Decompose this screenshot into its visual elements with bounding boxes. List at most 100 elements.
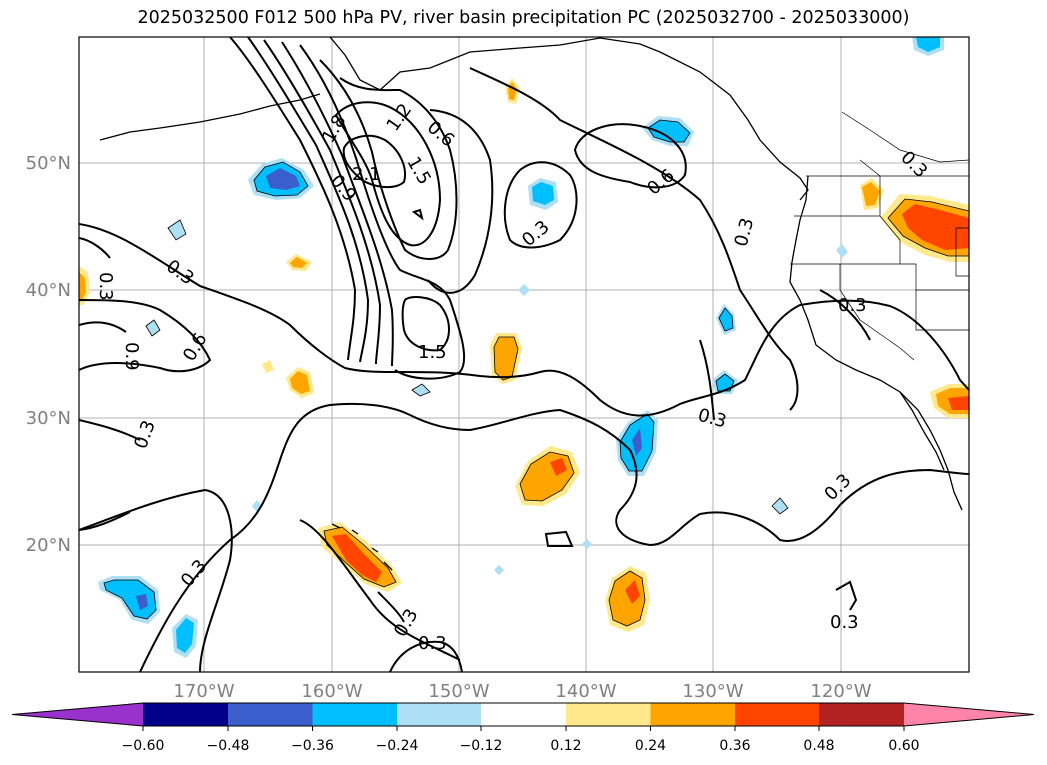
contour-pv-1 (229, 37, 357, 361)
contour-label: 0.3 (95, 272, 116, 301)
contour-0.3-hawaii-r (377, 591, 405, 623)
contour-label: 0.9 (121, 342, 142, 371)
contour-0.3-bottom (389, 640, 463, 672)
contour-pv-10 (427, 109, 494, 294)
lon-label-160w: 160°W (301, 681, 362, 702)
lat-label-50n: 50°N (26, 153, 71, 174)
coast-baja (899, 391, 945, 471)
contour-pv-4 (281, 41, 394, 367)
precip-patch-37n174w (146, 320, 160, 336)
precip-patch-48n163w-strong (266, 168, 300, 190)
contour-0.3-south2 (139, 402, 969, 672)
contour-0.3-w2 (79, 237, 111, 259)
positive-precip-shading (79, 78, 969, 632)
contour-0.3-box (544, 530, 574, 547)
plot-area (79, 37, 969, 672)
contour-label: 1.5 (418, 342, 447, 363)
colorbar-extend-high (904, 703, 1034, 726)
precip-patch-west-edge-mid (79, 272, 86, 301)
colorbar-tick-label: 0.36 (719, 738, 750, 754)
precip-patch-53n135w-mid (648, 120, 690, 142)
lon-label-170w: 170°W (173, 681, 234, 702)
precip-patch-arizona-strong (948, 396, 969, 410)
lat-label-40n: 40°N (26, 280, 71, 301)
colorbar-segment (650, 703, 735, 726)
pv-contours (79, 37, 969, 672)
contour-pv-9 (401, 296, 450, 352)
contour-0.3-hawaii (299, 519, 461, 661)
contour-pv-8 (342, 134, 406, 188)
lat-label-20n: 20°N (26, 535, 71, 556)
contour-0.3-main (79, 223, 969, 417)
precip-patch-16n137w-strong (625, 580, 640, 604)
precip-patch-18n147w (494, 565, 504, 575)
map-title: 2025032500 F012 500 hPa PV, river basin … (137, 8, 910, 28)
contour-0.3-pac1 (503, 161, 578, 249)
colorbar-segment (397, 703, 481, 726)
precip-patch-34n166w (262, 360, 274, 373)
colorbar-segment (228, 703, 313, 726)
contour-pv-2 (247, 37, 370, 363)
latitude-labels: 50°N 40°N 30°N 20°N (26, 153, 71, 556)
precip-patch-17n174w-strong (136, 594, 148, 610)
colorbar-tick-label: 0.12 (550, 738, 581, 754)
precip-patch-12n172w-mid (176, 618, 194, 653)
precip-patch-39n146w (518, 284, 530, 296)
colorbar-tick-label: 0.60 (888, 738, 919, 754)
contour-0.6-west (79, 299, 212, 373)
negative-precip-shading (98, 37, 944, 658)
contour-0.6-ne (573, 123, 687, 189)
precip-patch-34n147w-mid (494, 337, 518, 380)
contour-pv-7 (334, 101, 442, 247)
plot-frame (78, 36, 970, 673)
colorbar-segment (819, 703, 904, 726)
contour-0.3-sm (835, 580, 858, 611)
longitude-labels: 170°W 160°W 150°W 140°W 130°W 120°W (173, 681, 871, 702)
colorbar-tick-label: −0.36 (291, 738, 334, 754)
precip-patch-17n174w-mid (104, 580, 156, 619)
colorbar-segment (481, 703, 566, 726)
coastlines (99, 37, 963, 571)
contour-pv-small (411, 208, 424, 221)
colorbar: −0.60 −0.48 −0.36 −0.24 −0.12 0.12 0.24 … (11, 702, 1035, 754)
precip-patch-25n145w-strong (550, 458, 567, 476)
colorbar-tick-label: 0.24 (635, 738, 666, 754)
precip-patch-47n145w-mid (532, 182, 554, 205)
colorbar-segment (312, 703, 397, 726)
coast-westcoast (789, 175, 963, 511)
contour-label: 0.3 (830, 612, 859, 633)
contour-0.3-pac2 (699, 339, 715, 421)
precip-patch-hawaii-strong (332, 534, 382, 582)
contour-label: 0.3 (838, 295, 867, 316)
lat-label-30n: 30°N (26, 408, 71, 429)
coast-alaska (329, 37, 809, 201)
colorbar-extend-low (12, 703, 143, 726)
contour-0.3-south (79, 488, 233, 672)
lon-label-140w: 140°W (555, 681, 616, 702)
lon-label-130w: 130°W (682, 681, 743, 702)
precip-patch-28n136w-strong (632, 428, 642, 456)
colorbar-tick-label: −0.12 (460, 738, 503, 754)
contour-0.9-west (79, 321, 127, 333)
precip-patch-montana-strong (902, 204, 969, 250)
colorbar-segment (143, 703, 228, 726)
contour-0.6-big (469, 67, 799, 411)
contour-0.3-south-low (79, 511, 131, 531)
contour-label: 2.1 (352, 164, 381, 185)
contour-pv-6 (319, 59, 458, 260)
lon-label-120w: 120°W (810, 681, 871, 702)
contour-pv-5 (299, 44, 466, 380)
colorbar-segment (566, 703, 651, 726)
contour-0.3-left (79, 419, 141, 441)
colorbar-segment (735, 703, 819, 726)
colorbar-tick-label: −0.48 (207, 738, 250, 754)
precip-patch-32n163w-mid (290, 371, 310, 394)
precip-patch-31n130w-mid (716, 374, 734, 391)
colorbar-tick-label: −0.60 (122, 738, 165, 754)
contour-pv-3 (263, 39, 382, 365)
precip-patch-20n140w (582, 539, 592, 549)
precip-patch-42n121w (836, 244, 848, 258)
precip-patch-north-edge-mid (916, 37, 940, 52)
coast-hawaii (331, 523, 393, 571)
